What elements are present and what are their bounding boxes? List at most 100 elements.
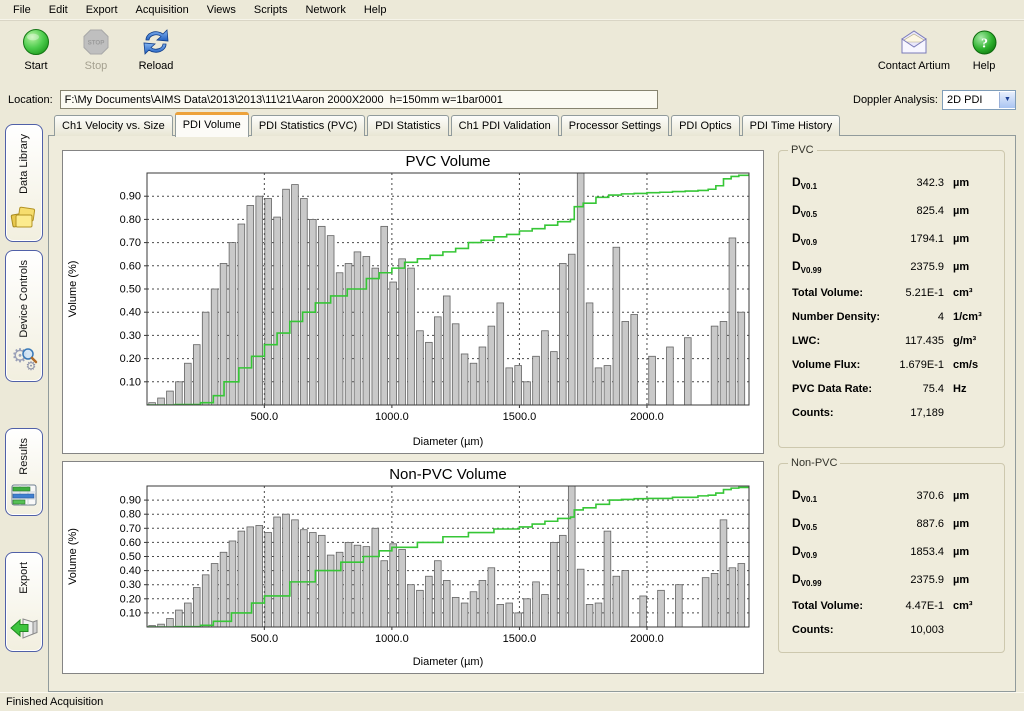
svg-text:Volume (%): Volume (%) [67,261,79,318]
stat-label: PVC Data Rate: [792,383,882,395]
stat-unit: µm [944,233,995,245]
svg-text:0.70: 0.70 [120,237,141,249]
svg-text:0.80: 0.80 [120,214,141,226]
stat-label: DV0.5 [792,203,882,219]
tab-ch1-velocity-vs-size[interactable]: Ch1 Velocity vs. Size [54,115,173,136]
stat-value: 2375.9 [882,261,944,273]
sidebar-item-device-controls[interactable]: Device Controls ⚙ ⚙ [5,250,43,382]
gears-icon: ⚙ ⚙ [9,343,39,375]
status-text: Finished Acquisition [6,696,103,708]
sidebar-item-export[interactable]: Export [5,552,43,652]
stat-row-counts: Counts:10,003 [792,618,995,642]
bar-chart-icon [11,484,37,509]
svg-text:0.50: 0.50 [120,551,141,563]
svg-text:2000.0: 2000.0 [630,411,664,423]
stat-value: 825.4 [882,205,944,217]
groupbox-non-pvc: Non-PVCDV0.1370.6µmDV0.5887.6µmDV0.91853… [778,463,1005,653]
stat-unit: g/m³ [944,335,995,347]
svg-text:1500.0: 1500.0 [503,411,537,423]
sidebar-item-label: Data Library [18,134,30,194]
contact-artium-label: Contact Artium [878,60,950,72]
stop-label: Stop [85,60,108,72]
tab-processor-settings[interactable]: Processor Settings [561,115,669,136]
tab-pdi-statistics-pvc[interactable]: PDI Statistics (PVC) [251,115,365,136]
menu-scripts[interactable]: Scripts [245,2,297,18]
tab-pdi-time-history[interactable]: PDI Time History [742,115,841,136]
stat-label: Counts: [792,624,882,636]
menu-export[interactable]: Export [77,2,127,18]
svg-text:1500.0: 1500.0 [503,633,537,645]
svg-text:0.20: 0.20 [120,593,141,605]
contact-artium-button[interactable]: Contact Artium [874,24,954,72]
stat-unit: µm [944,490,995,502]
menu-help[interactable]: Help [355,2,396,18]
stat-value: 10,003 [882,624,944,636]
stat-value: 1853.4 [882,546,944,558]
doppler-analysis-select[interactable]: 2D PDI ▼ [942,90,1016,110]
stat-label: DV0.99 [792,572,882,588]
tab-ch1-pdi-validation[interactable]: Ch1 PDI Validation [451,115,559,136]
stat-row-dv0-1: DV0.1370.6µm [792,482,995,510]
stop-button[interactable]: STOP Stop [66,24,126,72]
menu-file[interactable]: File [4,2,40,18]
stat-row-dv0-1: DV0.1342.3µm [792,169,995,197]
sidebar-item-label: Export [18,562,30,594]
pvc-volume-chart: PVC Volume 0.100.200.300.400.500.600.700… [62,150,764,454]
start-label: Start [24,60,47,72]
stat-row-total-volume: Total Volume:4.47E-1cm³ [792,594,995,618]
groupbox-pvc: PVCDV0.1342.3µmDV0.5825.4µmDV0.91794.1µm… [778,150,1005,448]
svg-text:500.0: 500.0 [251,411,279,423]
start-button[interactable]: Start [6,24,66,72]
stat-value: 75.4 [882,383,944,395]
help-button[interactable]: ? Help [954,24,1014,72]
stat-label: DV0.9 [792,544,882,560]
svg-text:2000.0: 2000.0 [630,633,664,645]
chevron-down-icon[interactable]: ▼ [999,92,1015,108]
pvc-volume-plot: PVC Volume 0.100.200.300.400.500.600.700… [63,151,763,453]
stat-row-number-density: Number Density:41/cm³ [792,305,995,329]
location-input[interactable] [60,90,658,109]
stat-label: Volume Flux: [792,359,882,371]
stat-unit: 1/cm³ [944,311,995,323]
content-panel: Ch1 Velocity vs. SizePDI VolumePDI Stati… [48,114,1016,692]
stat-unit: Hz [944,383,995,395]
svg-text:1000.0: 1000.0 [375,411,409,423]
menu-acquisition[interactable]: Acquisition [127,2,198,18]
start-icon [21,26,51,58]
tab-strip: Ch1 Velocity vs. SizePDI VolumePDI Stati… [48,114,1016,136]
stat-label: Number Density: [792,311,882,323]
location-label: Location: [8,94,53,106]
stat-label: Total Volume: [792,600,882,612]
svg-text:?: ? [981,36,988,51]
stat-label: DV0.9 [792,231,882,247]
svg-text:Diameter (µm): Diameter (µm) [413,436,484,448]
svg-text:500.0: 500.0 [251,633,279,645]
stat-value: 4 [882,311,944,323]
tab-pdi-optics[interactable]: PDI Optics [671,115,740,136]
menu-network[interactable]: Network [296,2,354,18]
stat-unit: µm [944,177,995,189]
stat-row-dv0-9: DV0.91794.1µm [792,225,995,253]
menu-views[interactable]: Views [198,2,245,18]
svg-text:0.70: 0.70 [120,523,141,535]
svg-text:1000.0: 1000.0 [375,633,409,645]
svg-text:PVC Volume: PVC Volume [405,153,490,170]
sidebar-item-data-library[interactable]: Data Library [5,124,43,242]
tab-pdi-statistics[interactable]: PDI Statistics [367,115,448,136]
stat-unit: cm³ [944,600,995,612]
svg-text:0.10: 0.10 [120,376,141,388]
tab-pdi-volume[interactable]: PDI Volume [175,112,249,137]
svg-text:STOP: STOP [88,40,105,47]
reload-button[interactable]: Reload [126,24,186,72]
menu-edit[interactable]: Edit [40,2,77,18]
stat-row-dv0-99: DV0.992375.9µm [792,253,995,281]
stat-label: DV0.1 [792,175,882,191]
svg-text:0.90: 0.90 [120,191,141,203]
stat-row-dv0-99: DV0.992375.9µm [792,566,995,594]
non-pvc-volume-plot: Non-PVC Volume 0.100.200.300.400.500.600… [63,462,763,673]
stat-row-dv0-5: DV0.5825.4µm [792,197,995,225]
stat-label: Counts: [792,407,882,419]
sidebar-item-results[interactable]: Results [5,428,43,516]
svg-text:0.60: 0.60 [120,260,141,272]
svg-text:0.60: 0.60 [120,537,141,549]
